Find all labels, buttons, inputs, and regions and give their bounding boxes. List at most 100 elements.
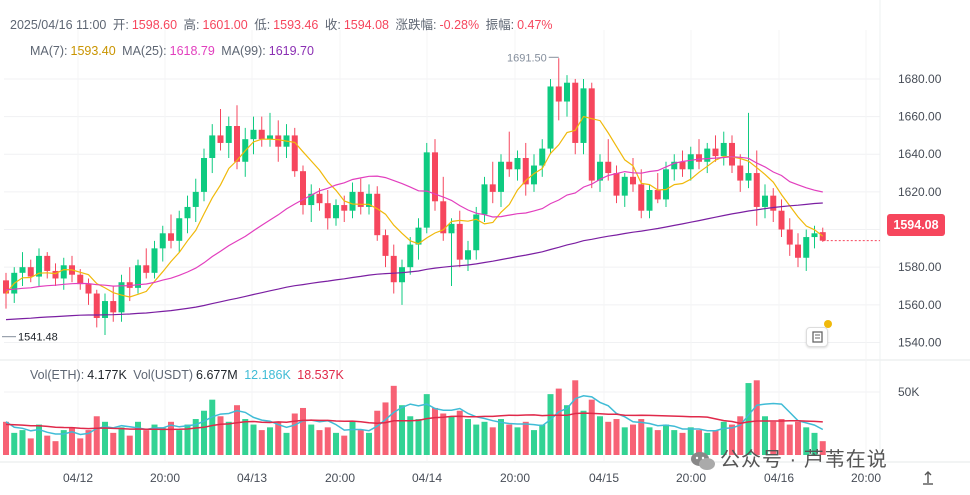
amplitude-label: 振幅: — [485, 18, 515, 32]
volume-bar — [341, 435, 348, 455]
volume-bar — [687, 427, 694, 455]
candle-body — [209, 135, 216, 158]
volume-bar — [679, 432, 686, 455]
volume-bar — [696, 430, 702, 455]
candle-body — [786, 229, 793, 245]
volume-bar — [811, 432, 818, 455]
ma99-value: 1619.70 — [268, 44, 314, 58]
candle-body — [85, 284, 92, 294]
vol-eth-value: 4.177K — [87, 368, 127, 382]
axis-settings-icon[interactable] — [920, 470, 936, 486]
wechat-icon — [690, 450, 716, 472]
candle-body — [250, 129, 257, 140]
price-tick-label: 1560.00 — [898, 298, 942, 312]
volume-bar — [366, 432, 372, 455]
max-price-label: 1691.50 — [507, 52, 547, 64]
candle-body — [432, 152, 438, 202]
volume-bar — [283, 432, 290, 455]
candle-body — [679, 161, 686, 170]
volume-bar — [275, 421, 282, 455]
candle-body — [415, 227, 422, 245]
volume-bar — [11, 432, 18, 455]
ma25-value: 1618.79 — [169, 44, 215, 58]
volume-bar — [382, 402, 389, 455]
change-label: 涨跌幅: — [395, 18, 437, 32]
candle-body — [514, 158, 521, 170]
candle-body — [176, 218, 183, 241]
volume-bar — [531, 430, 537, 455]
volume-bar — [803, 427, 810, 455]
candle-body — [399, 267, 405, 283]
volume-bar — [555, 388, 562, 455]
volume-bar — [712, 430, 719, 455]
volume-bar — [597, 416, 603, 455]
notes-icon[interactable] — [806, 327, 828, 347]
volume-bar — [118, 427, 125, 455]
volume-bar — [60, 430, 67, 455]
volume-bar — [349, 421, 356, 455]
candle-body — [3, 280, 9, 294]
candle-body — [168, 233, 174, 241]
time-tick-label: 20:00 — [500, 471, 530, 485]
price-tick-label: 1660.00 — [898, 110, 942, 124]
volume-bar — [135, 421, 141, 455]
ohlc-header: 2025/04/16 11:00 开: 1598.60 高: 1601.00 低: 1… — [10, 14, 556, 33]
last-price-tag: 1594.08 — [887, 214, 945, 236]
candle-body — [19, 267, 26, 273]
vol-usdt-label: Vol(USDT) — [133, 368, 194, 382]
ma99-line — [5, 202, 823, 321]
volume-bar — [770, 421, 777, 455]
candle-body — [217, 135, 224, 143]
volume-bar — [110, 432, 117, 455]
volume-bar — [308, 424, 315, 455]
candle-body — [522, 158, 529, 185]
candle-body — [110, 301, 117, 313]
candle-body — [654, 190, 661, 200]
volume-bar — [242, 419, 249, 455]
volume-bar — [143, 430, 150, 455]
candle-body — [275, 135, 282, 147]
volume-bar — [102, 421, 108, 455]
volume-bar — [184, 424, 191, 455]
candle-body — [506, 161, 513, 170]
time-tick-label: 20:00 — [851, 471, 881, 485]
amplitude-value: 0.47% — [517, 18, 553, 32]
candle-body — [440, 201, 447, 234]
volume-bar — [646, 427, 653, 455]
price-tick-label: 1680.00 — [898, 72, 942, 86]
volume-bar — [819, 441, 826, 455]
candle-body — [291, 135, 298, 172]
volume-bar — [85, 430, 92, 455]
volume-bar — [52, 441, 59, 455]
candle-body — [588, 88, 595, 181]
time-tick-label: 04/15 — [589, 471, 619, 485]
price-tick-label: 1620.00 — [898, 185, 942, 199]
candle-body — [547, 86, 554, 149]
candle-body — [630, 176, 636, 185]
volume-bar — [250, 424, 257, 455]
candle-body — [308, 193, 315, 206]
volume-bar — [93, 416, 100, 455]
candle-body — [778, 210, 785, 230]
volume-bar — [737, 416, 744, 455]
candle-body — [44, 255, 51, 271]
watermark: 公众号 · 芦苇在说 — [690, 443, 888, 472]
candle-body — [77, 274, 84, 285]
candle-body — [118, 282, 125, 313]
candle-body — [597, 161, 603, 181]
volume-header: Vol(ETH): 4.177K Vol(USDT) 6.677M 12.186K … — [30, 368, 347, 382]
volume-bar — [473, 424, 480, 455]
ma7-label: MA(7): — [30, 44, 68, 58]
time-tick-label: 04/12 — [63, 471, 93, 485]
candle-body — [159, 233, 166, 249]
volume-bar — [456, 410, 463, 455]
candle-body — [300, 171, 306, 206]
candle-body — [580, 88, 587, 143]
min-price-label: 1541.48 — [18, 332, 58, 344]
volume-bar — [234, 405, 240, 455]
volume-bar — [580, 410, 587, 455]
volume-bar — [168, 421, 174, 455]
candle-body — [333, 205, 339, 219]
vol-ma99-value: 18.537K — [297, 368, 344, 382]
